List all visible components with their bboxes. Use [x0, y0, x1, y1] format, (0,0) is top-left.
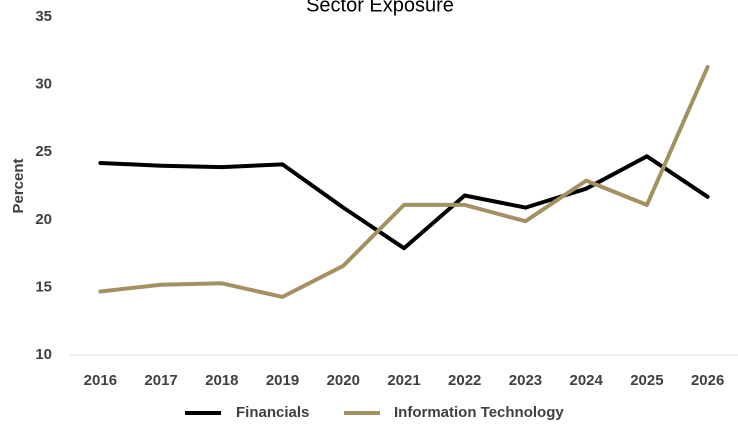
- y-tick-label: 30: [35, 76, 52, 93]
- x-tick-label: 2019: [266, 372, 299, 389]
- legend: Financials Information Technology: [185, 404, 564, 421]
- y-tick-label: 10: [35, 346, 52, 363]
- x-tick-label: 2025: [630, 372, 663, 389]
- y-tick-label: 20: [35, 211, 52, 228]
- x-tick-label: 2023: [509, 372, 542, 389]
- x-tick-label: 2018: [205, 372, 238, 389]
- x-tick-label: 2024: [569, 372, 603, 389]
- x-tick-label: 2021: [387, 372, 420, 389]
- series-lines: [98, 65, 710, 299]
- x-axis-ticks: 2016 2017 2018 2019 2020 2021 2022 2023 2024 2025…: [84, 372, 725, 389]
- x-tick-label: 2022: [448, 372, 481, 389]
- y-tick-label: 25: [35, 143, 52, 160]
- chart-title: Sector Exposure: [306, 0, 454, 17]
- legend-label-information-technology: Information Technology: [394, 404, 564, 421]
- y-axis-ticks: 10 15 20 25 30 35: [35, 8, 52, 363]
- x-tick-label: 2016: [84, 372, 117, 389]
- x-tick-label: 2020: [327, 372, 360, 389]
- x-tick-label: 2026: [691, 372, 724, 389]
- y-tick-label: 35: [35, 8, 52, 25]
- series-line-financials: [98, 154, 710, 251]
- series-line-information-technology: [98, 65, 710, 299]
- x-tick-label: 2017: [144, 372, 177, 389]
- y-axis-label: Percent: [10, 158, 27, 213]
- y-tick-label: 15: [35, 278, 52, 295]
- legend-label-financials: Financials: [236, 404, 309, 421]
